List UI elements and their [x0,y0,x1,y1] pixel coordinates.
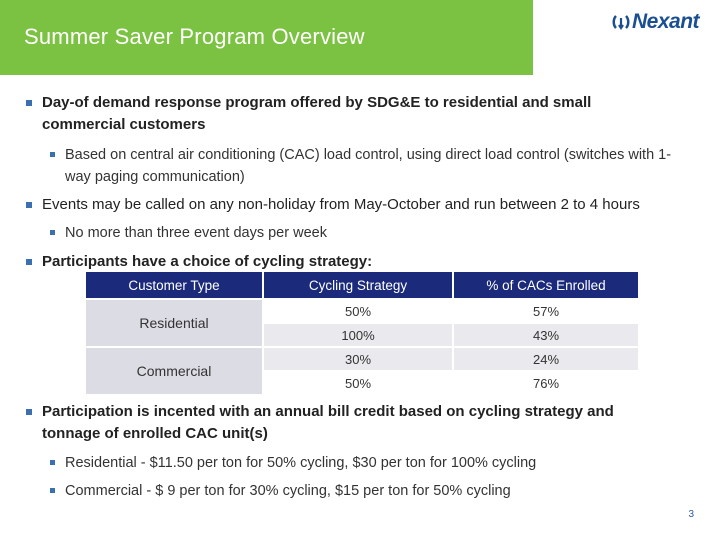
bullet-marker [26,409,32,415]
table-row: Commercial 30% 24% [86,348,638,394]
page-number: 3 [688,509,694,520]
cell-enrolled: 57% [454,300,638,322]
logo-text: Nexant [632,10,700,33]
cell-strategy: 30% [264,348,452,370]
table-header-row: Customer Type Cycling Strategy % of CACs… [86,272,638,298]
bullet-marker [50,488,55,493]
sub-bullet-commercial-credit: Commercial - $ 9 per ton for 30% cycling… [50,480,690,502]
bullet-incentive: Participation is incented with an annual… [26,401,676,445]
bullet-program: Day-of demand response program offered b… [26,92,666,136]
bullet-text: Participants have a choice of cycling st… [42,253,373,270]
bullet-text: No more than three event days per week [65,225,327,241]
bullet-choice: Participants have a choice of cycling st… [26,251,666,273]
bullet-marker [50,230,55,235]
header-customer-type: Customer Type [86,272,262,298]
bullet-text: Based on central air conditioning (CAC) … [65,147,672,185]
sub-bullet-event-days: No more than three event days per week [50,222,690,244]
bullet-text: Day-of demand response program offered b… [42,94,592,133]
nexant-logo: Nexant [612,10,700,34]
bullet-events: Events may be called on any non-holiday … [26,194,696,216]
cell-customer-type: Commercial [86,348,262,394]
cell-enrolled: 43% [454,324,638,346]
header-cycling-strategy: Cycling Strategy [264,272,452,298]
cell-enrolled: 24% [454,348,638,370]
page-title: Summer Saver Program Overview [24,24,365,49]
bullet-marker [26,259,32,265]
table-row: 50% 76% [86,372,638,394]
bullet-text: Commercial - $ 9 per ton for 30% cycling… [65,483,511,499]
cell-strategy: 50% [264,300,452,322]
bullet-marker [50,152,55,157]
table-row: Residential 50% 57% [86,300,638,346]
header-enrolled: % of CACs Enrolled [454,272,638,298]
table-row: 100% 43% [86,324,638,346]
cycling-table: Customer Type Cycling Strategy % of CACs… [84,270,640,396]
cell-strategy: 100% [264,324,452,346]
cell-enrolled: 76% [454,372,638,394]
bullet-text: Events may be called on any non-holiday … [42,196,640,213]
bullet-marker [26,100,32,106]
cell-customer-type: Residential [86,300,262,346]
sub-bullet-cac: Based on central air conditioning (CAC) … [50,144,690,188]
cell-strategy: 50% [264,372,452,394]
title-bar: Summer Saver Program Overview [0,0,533,75]
bullet-marker [50,460,55,465]
bullet-marker [26,202,32,208]
bullet-text: Residential - $11.50 per ton for 50% cyc… [65,455,537,471]
nexant-logo-icon [612,15,630,30]
bullet-text: Participation is incented with an annual… [42,403,614,442]
sub-bullet-residential-credit: Residential - $11.50 per ton for 50% cyc… [50,452,690,474]
